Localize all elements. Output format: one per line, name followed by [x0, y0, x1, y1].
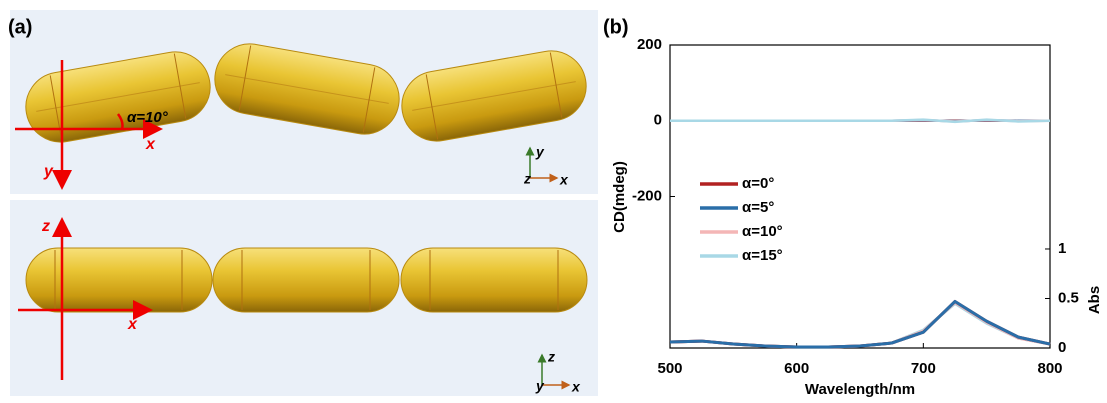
abs-line — [670, 301, 1050, 347]
y2-tick-label: 1 — [1058, 240, 1066, 257]
axis-label: x — [145, 136, 156, 153]
x-tick-label: 500 — [657, 360, 682, 377]
panel-label: (b) — [603, 16, 629, 38]
triad-label: z — [547, 349, 555, 365]
axis-label: z — [41, 218, 50, 235]
triad-label: y — [535, 144, 545, 160]
triad-label: x — [559, 172, 569, 188]
x-axis-label: Wavelength/nm — [805, 381, 915, 398]
y-tick-label: 200 — [637, 36, 662, 53]
x-tick-label: 700 — [911, 360, 936, 377]
plot-frame — [670, 45, 1050, 348]
y-tick-label: -200 — [632, 187, 662, 204]
y2-axis-label: Abs — [1086, 286, 1103, 314]
legend-label: α=0° — [742, 175, 774, 192]
y2-tick-label: 0.5 — [1058, 289, 1079, 306]
axis-label: y — [43, 163, 54, 180]
rod — [401, 248, 587, 312]
figure: (a) α=10° x y y z x z x z y x (b) Wavele… — [0, 0, 1107, 403]
triad-label: x — [571, 379, 581, 395]
y2-tick-label: 0 — [1058, 339, 1066, 356]
angle-label: α=10° — [127, 109, 169, 126]
y-axis-label: CD(mdeg) — [611, 161, 628, 233]
x-tick-label: 800 — [1037, 360, 1062, 377]
axis-label: x — [127, 316, 138, 333]
triad-label: y — [535, 378, 545, 394]
x-tick-label: 600 — [784, 360, 809, 377]
panel-label: (a) — [8, 16, 32, 38]
rod — [26, 248, 212, 312]
legend-label: α=15° — [742, 247, 783, 264]
y-tick-label: 0 — [654, 112, 662, 129]
rod — [213, 248, 399, 312]
legend-label: α=5° — [742, 199, 774, 216]
triad-label: z — [523, 171, 531, 187]
legend-label: α=10° — [742, 223, 783, 240]
